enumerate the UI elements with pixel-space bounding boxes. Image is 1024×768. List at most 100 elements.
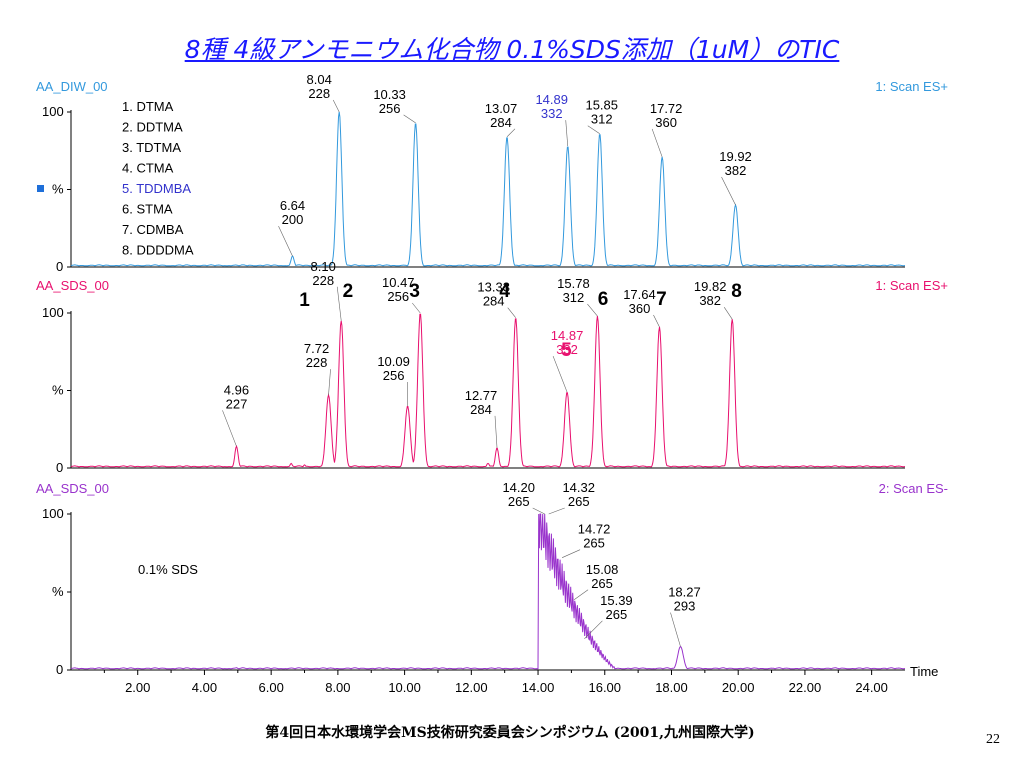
- page-number: 22: [986, 732, 1000, 747]
- peak-leader: [670, 612, 681, 647]
- peak-leader: [532, 507, 545, 515]
- peak-label-line: 14.87: [551, 328, 584, 343]
- tic-trace: [70, 313, 905, 468]
- peak-label-line: 200: [282, 212, 304, 227]
- peak-label-line: 10.33: [373, 87, 406, 102]
- peak-label-line: 10.47: [382, 275, 415, 290]
- peak-label-line: 15.78: [557, 276, 590, 291]
- panel-1: AA_DIW_00 1: Scan ES+ 100% 0 1. DTMA 2. DDTMA…: [36, 79, 948, 274]
- y-tick-label: 0: [56, 662, 63, 677]
- peak-label-line: 6.64: [280, 198, 305, 213]
- y-tick-label: %: [52, 383, 64, 398]
- peak-label-line: 18.27: [668, 585, 701, 600]
- peak-label-line: 284: [490, 115, 512, 130]
- compound-entry: 2. DDTMA: [122, 120, 183, 135]
- peak-label-line: 15.85: [585, 98, 618, 113]
- y-tick-label: %: [52, 584, 64, 599]
- peak-leader: [552, 355, 568, 393]
- compound-entry: 7. CDMBA: [122, 222, 184, 237]
- peak-number: 5: [561, 340, 572, 361]
- compound-entry: 3. TDTMA: [122, 140, 181, 155]
- peak-label-line: 382: [725, 163, 747, 178]
- peak-leader: [507, 307, 516, 318]
- peak-number: 8: [731, 281, 742, 302]
- x-tick-label: 14.00: [522, 680, 555, 695]
- x-tick-label: 24.00: [855, 680, 888, 695]
- peak-label-line: 4.96: [224, 382, 249, 397]
- peak-label-line: 15.39: [600, 593, 633, 608]
- x-tick-label: 20.00: [722, 680, 755, 695]
- peak-label-line: 293: [674, 599, 696, 614]
- scan-mode: 1: Scan ES+: [875, 278, 948, 293]
- peak-label-line: 332: [556, 342, 578, 357]
- y-tick-label: 100: [42, 305, 64, 320]
- blue-square-marker: [37, 185, 44, 192]
- tic-trace: [70, 111, 905, 267]
- peak-label-line: 12.77: [465, 388, 498, 403]
- peak-label-line: 227: [226, 396, 248, 411]
- sample-name: AA_SDS_00: [36, 278, 109, 293]
- sds-annotation: 0.1% SDS: [138, 562, 198, 577]
- peak-label-line: 265: [568, 494, 590, 509]
- peak-label-line: 265: [508, 494, 530, 509]
- peak-number: 1: [299, 290, 310, 311]
- peak-label-line: 312: [563, 290, 585, 305]
- x-tick-label: 2.00: [125, 680, 150, 695]
- x-tick-label: 8.00: [325, 680, 350, 695]
- compound-legend: 1. DTMA 2. DDTMA 3. TDTMA 4. CTMA 5. TDDMBA 6…: [122, 99, 194, 258]
- compound-entry: 6. STMA: [122, 202, 173, 217]
- peak-leader: [721, 176, 736, 206]
- peak-number: 6: [598, 289, 609, 310]
- x-tick-label: 10.00: [388, 680, 421, 695]
- x-tick-label: 12.00: [455, 680, 488, 695]
- peak-label-line: 14.32: [562, 480, 595, 495]
- peak-leader: [328, 369, 331, 396]
- y-tick-label: 100: [42, 104, 64, 119]
- peak-leader: [332, 99, 340, 113]
- peak-label-line: 13.33: [477, 280, 510, 295]
- peak-label-line: 256: [379, 101, 401, 116]
- peak-label-line: 265: [583, 536, 605, 551]
- peak-label-line: 360: [629, 301, 651, 316]
- peak-leader: [587, 125, 600, 134]
- peak-label-line: 332: [541, 106, 563, 121]
- sample-name: AA_DIW_00: [36, 79, 108, 94]
- x-tick-label: 4.00: [192, 680, 217, 695]
- peak-leader: [222, 410, 237, 447]
- peak-label-line: 7.72: [304, 341, 329, 356]
- scan-mode: 1: Scan ES+: [875, 79, 948, 94]
- peak-leader: [548, 507, 565, 515]
- sample-name: AA_SDS_00: [36, 481, 109, 496]
- peak-label-line: 284: [470, 402, 492, 417]
- peak-label-line: 15.08: [586, 562, 619, 577]
- peak-label-line: 14.72: [578, 522, 611, 537]
- panel-3: AA_SDS_00 2: Scan ES- 100% 0 0.1% SDS 2.00 4.0…: [36, 481, 948, 695]
- peak-label-line: 256: [383, 368, 405, 383]
- peak-label-line: 284: [483, 294, 505, 309]
- peak-leader: [412, 302, 421, 314]
- footer-citation: 第4回日本水環境学会MS技術研究委員会シンポジウム (2001,九州国際大学): [265, 725, 755, 741]
- x-axis-label: Time: [910, 664, 938, 679]
- peak-label-line: 17.72: [650, 101, 683, 116]
- peak-label-line: 8.10: [311, 259, 336, 274]
- peak-label-line: 14.89: [535, 92, 568, 107]
- compound-entry: 4. CTMA: [122, 161, 174, 176]
- peak-label-line: 19.92: [719, 149, 752, 164]
- tic-trace: [70, 513, 905, 670]
- peak-label-line: 228: [312, 273, 334, 288]
- peak-leader: [336, 286, 342, 321]
- panel-2: AA_SDS_00 1: Scan ES+ 100% 0 1 2 3 4 5 6 7 8: [36, 278, 948, 475]
- peak-number: 3: [409, 281, 420, 302]
- peak-leader: [653, 314, 660, 328]
